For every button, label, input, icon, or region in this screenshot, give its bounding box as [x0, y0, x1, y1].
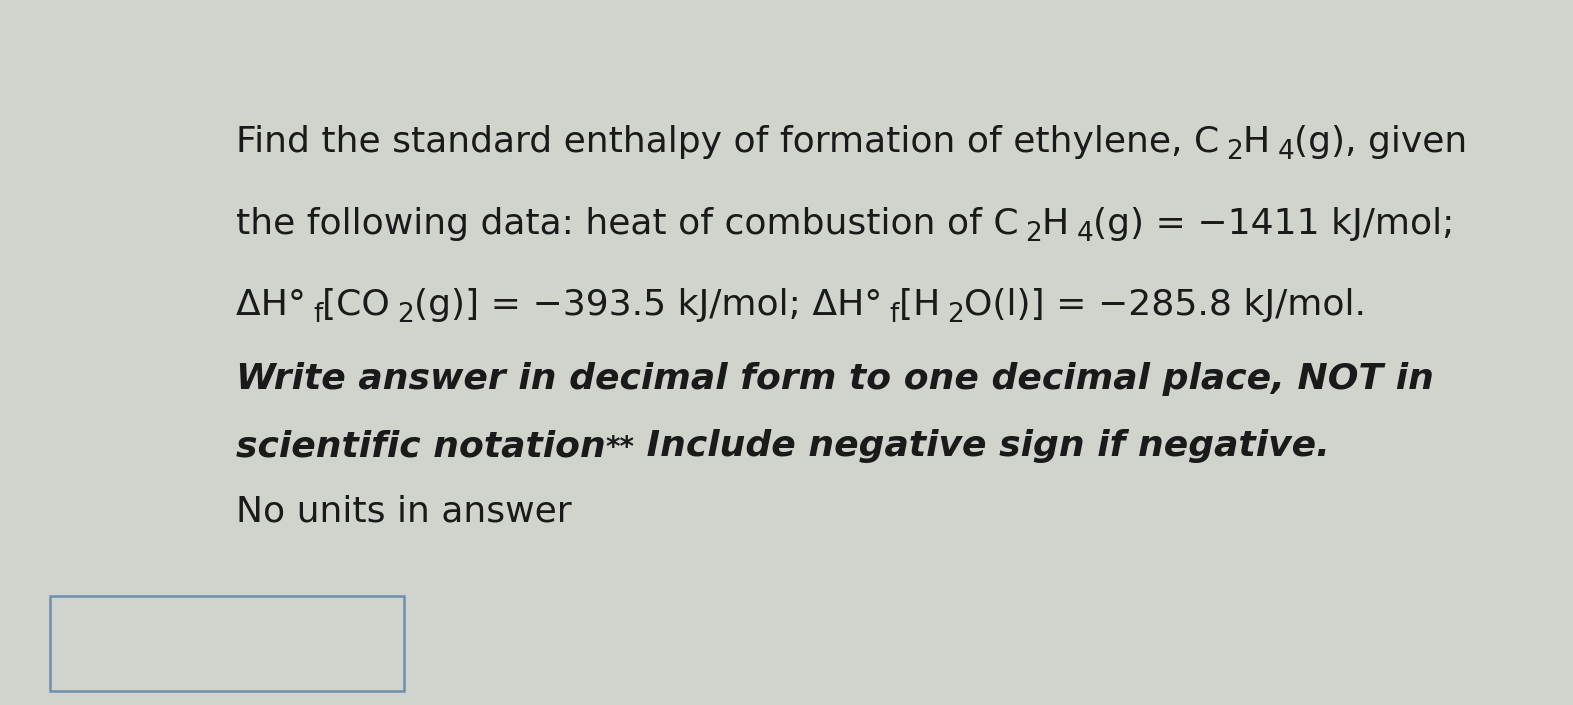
Text: [CO: [CO: [322, 288, 398, 322]
Text: H: H: [1043, 207, 1076, 241]
Text: 2: 2: [1026, 221, 1043, 247]
Text: 2: 2: [398, 302, 414, 329]
Text: Include negative sign if negative.: Include negative sign if negative.: [634, 429, 1331, 463]
Text: No units in answer: No units in answer: [236, 495, 571, 529]
Text: scientific notation: scientific notation: [236, 429, 606, 463]
Text: Write answer in decimal form to one decimal place, NOT in: Write answer in decimal form to one deci…: [236, 362, 1433, 396]
Text: 2: 2: [947, 302, 964, 329]
Text: 2: 2: [1225, 140, 1243, 166]
Text: (g) = −1411 kJ/mol;: (g) = −1411 kJ/mol;: [1093, 207, 1455, 241]
Text: Find the standard enthalpy of formation of ethylene, C: Find the standard enthalpy of formation …: [236, 125, 1225, 159]
Text: O(l)] = −285.8 kJ/mol.: O(l)] = −285.8 kJ/mol.: [964, 288, 1367, 322]
Text: 4: 4: [1277, 140, 1295, 166]
Text: (g), given: (g), given: [1295, 125, 1468, 159]
Text: (g)] = −393.5 kJ/mol; ΔH°: (g)] = −393.5 kJ/mol; ΔH°: [414, 288, 890, 322]
Text: **: **: [606, 434, 634, 462]
Text: f: f: [313, 302, 322, 329]
Text: [H: [H: [900, 288, 947, 322]
Text: H: H: [1243, 125, 1277, 159]
Text: 4: 4: [1076, 221, 1093, 247]
Text: ΔH°: ΔH°: [236, 288, 313, 322]
Text: f: f: [890, 302, 900, 329]
Text: the following data: heat of combustion of C: the following data: heat of combustion o…: [236, 207, 1026, 241]
